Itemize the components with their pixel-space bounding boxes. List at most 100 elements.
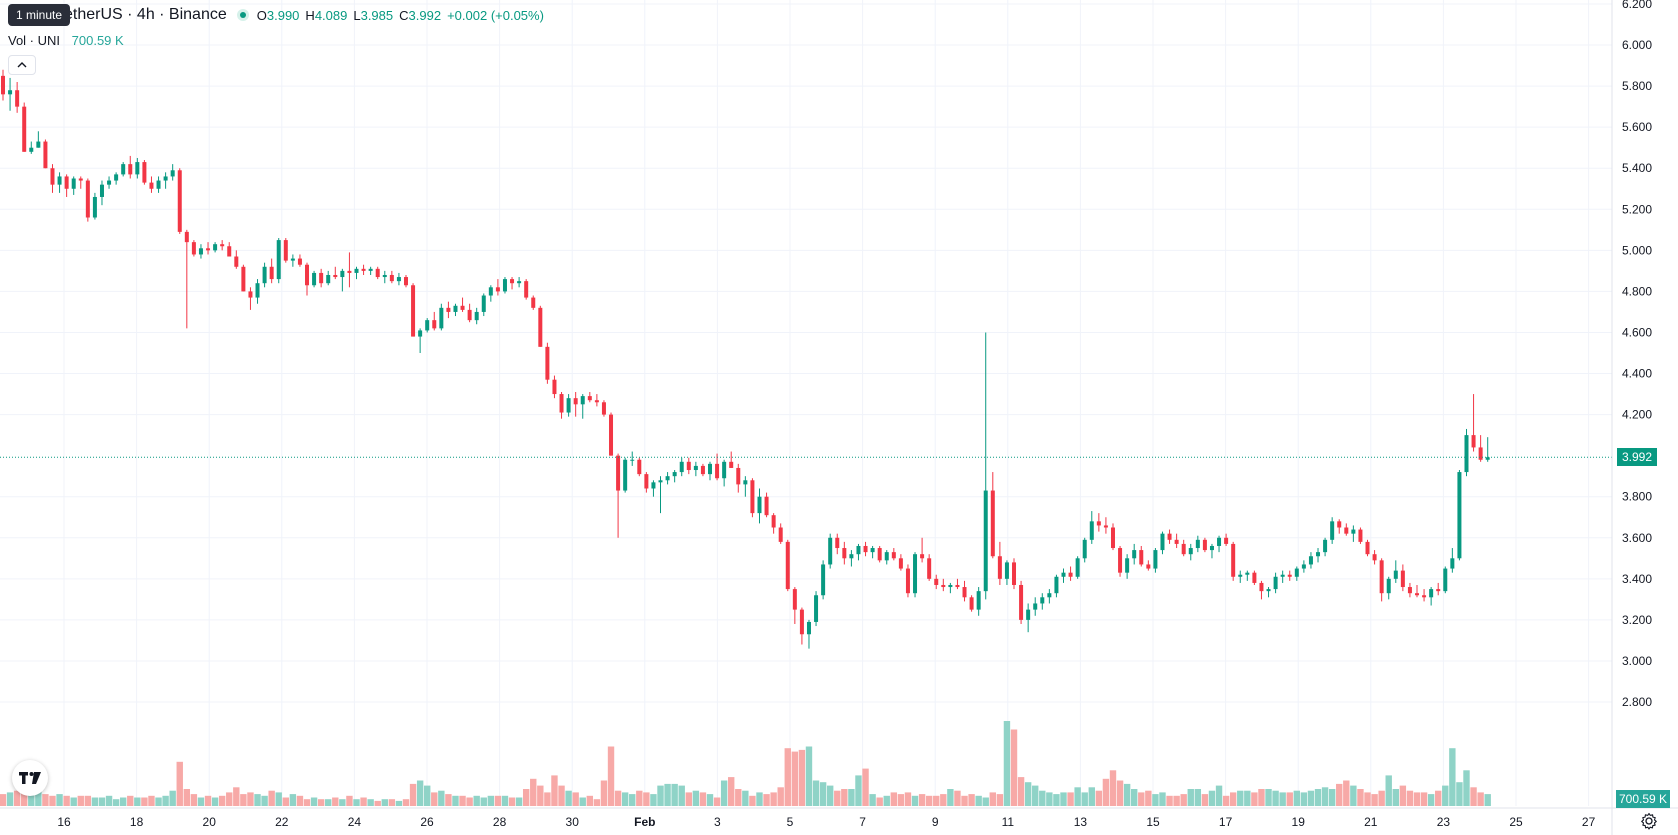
volume-bar — [254, 794, 261, 806]
candle-body — [771, 515, 776, 528]
candle — [856, 543, 861, 561]
time-scale[interactable]: 16 18 20 22 24 26 28 30 Feb 3 5 7 9 11 13 15 17 19 21 23 25 2… — [0, 807, 1678, 829]
volume-bar — [558, 785, 565, 806]
price-scale[interactable]: 6.200 6.000 5.800 5.600 5.400 5.200 5.000 4.800… — [1611, 0, 1652, 835]
candle — [1407, 582, 1412, 598]
candle-body — [891, 552, 896, 559]
volume-bar — [756, 792, 763, 806]
volume-bar — [1300, 792, 1308, 806]
candle — [1337, 519, 1342, 534]
candle — [828, 533, 833, 569]
candle-body — [905, 568, 910, 594]
volume-bar — [56, 794, 63, 806]
candle-body — [64, 176, 69, 189]
candle — [107, 176, 112, 189]
candle — [333, 266, 338, 280]
candle — [1393, 560, 1398, 583]
candle — [609, 412, 614, 456]
candle-body — [1153, 550, 1158, 569]
candle — [722, 459, 727, 487]
volume-bar — [268, 790, 275, 806]
candle-body — [220, 244, 225, 247]
candle — [283, 238, 288, 263]
candle — [1026, 603, 1031, 633]
candle — [693, 461, 698, 477]
candle — [1047, 589, 1052, 604]
volume-bar — [431, 792, 438, 806]
candle — [1301, 560, 1306, 573]
last-price-label: 3.992 — [1617, 448, 1657, 467]
market-status-icon[interactable] — [236, 9, 249, 21]
volume-bar — [119, 797, 127, 806]
volume-bar — [105, 795, 113, 806]
candle-body — [99, 184, 104, 197]
collapse-legend-button[interactable] — [8, 55, 36, 75]
volume-bar — [749, 795, 756, 806]
candle — [1323, 537, 1328, 557]
volume-bar — [678, 785, 685, 806]
volume-bar — [1039, 790, 1046, 806]
volume-bar — [289, 794, 297, 806]
volume-bar — [1116, 780, 1124, 806]
candle — [510, 277, 515, 290]
candle — [326, 270, 331, 286]
volume-bar — [134, 797, 141, 806]
candle — [778, 523, 783, 544]
candle-body — [828, 537, 833, 565]
candle-body — [1075, 558, 1080, 577]
candle-body — [1351, 529, 1356, 534]
candle — [481, 293, 486, 317]
candle — [1139, 545, 1144, 567]
candle — [128, 155, 133, 179]
volume-bar — [1484, 794, 1491, 806]
price-tick-label: 5.000 — [1622, 243, 1652, 257]
volume-bar — [1307, 790, 1315, 806]
candle-body — [672, 472, 677, 477]
candle — [1238, 570, 1243, 583]
candle — [488, 285, 493, 302]
candle-body — [524, 281, 529, 298]
volume-bar — [1442, 785, 1449, 806]
time-tick-label: 24 — [348, 815, 362, 829]
volume-legend[interactable]: Vol · UNI 700.59 K — [8, 33, 124, 48]
volume-bar — [685, 792, 692, 806]
volume-bar — [98, 797, 106, 806]
time-tick-label: 11 — [1002, 815, 1015, 829]
time-tick-label: 30 — [566, 815, 580, 829]
volume-bar — [904, 792, 912, 806]
time-tick-label: 15 — [1146, 815, 1160, 829]
volume-bar — [713, 797, 721, 806]
candle — [389, 270, 394, 284]
candle — [983, 332, 988, 600]
gear-icon[interactable] — [1640, 812, 1658, 830]
candle-body — [580, 396, 585, 405]
volume-bar — [1046, 792, 1053, 806]
candle — [495, 279, 500, 296]
candle-body — [1316, 552, 1321, 557]
volume-bar — [1427, 794, 1435, 806]
tradingview-logo-icon[interactable] — [12, 760, 48, 796]
candle-body — [969, 597, 974, 610]
volume-bar — [282, 797, 289, 806]
symbol-title[interactable]: etherUS · 4h · Binance — [64, 6, 227, 23]
candle — [1308, 552, 1313, 569]
candle — [1160, 531, 1165, 555]
candle-body — [1337, 521, 1342, 528]
candle — [1358, 527, 1363, 544]
price-tick-label: 5.600 — [1622, 120, 1652, 134]
candle — [1, 69, 5, 101]
candle-body — [1238, 574, 1243, 577]
candle-body — [976, 591, 981, 610]
volume-bar — [1081, 792, 1088, 806]
candle-body — [1308, 556, 1313, 565]
candle-body — [814, 595, 819, 622]
candle — [1110, 523, 1115, 551]
volume-bar — [1328, 789, 1336, 806]
volume-bar — [296, 795, 304, 806]
candle-body — [396, 277, 401, 282]
candle-body — [1, 75, 5, 95]
volume-bar — [1131, 789, 1138, 806]
candle-body — [1457, 472, 1462, 559]
